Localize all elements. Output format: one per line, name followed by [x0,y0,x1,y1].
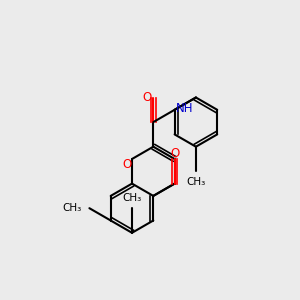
Text: O: O [143,91,152,104]
Text: CH₃: CH₃ [122,193,142,203]
Text: O: O [123,158,132,171]
Text: CH₃: CH₃ [186,177,206,187]
Text: O: O [170,147,179,160]
Text: CH₃: CH₃ [63,203,82,213]
Text: NH: NH [176,102,194,115]
